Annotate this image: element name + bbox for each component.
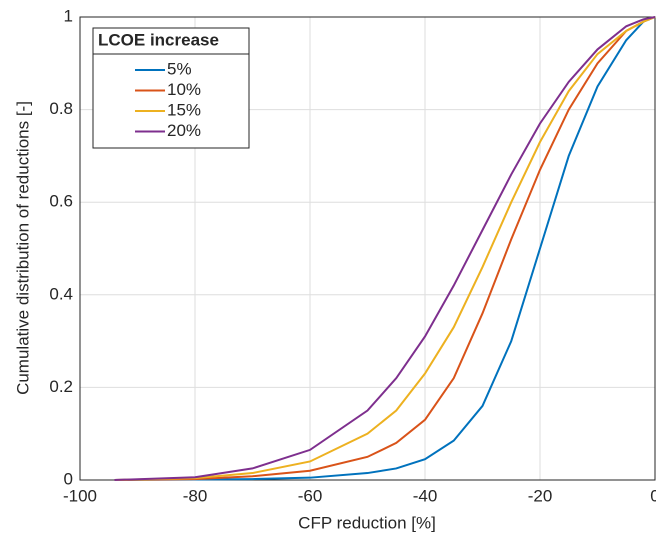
legend-label: 5%	[167, 59, 192, 78]
y-tick-label: 0.4	[49, 284, 73, 303]
x-tick-label: -60	[298, 486, 323, 505]
x-tick-label: -20	[528, 486, 553, 505]
legend-title: LCOE increase	[98, 30, 219, 49]
x-tick-label: -100	[63, 486, 97, 505]
y-tick-label: 1	[64, 6, 73, 25]
legend-label: 15%	[167, 100, 201, 119]
y-tick-label: 0	[64, 469, 73, 488]
x-tick-label: -80	[183, 486, 208, 505]
x-tick-label: 0	[650, 486, 656, 505]
y-axis-label: Cumulative distribution of reductions [-…	[13, 101, 32, 395]
series-line	[114, 16, 656, 481]
y-tick-label: 0.2	[49, 377, 73, 396]
legend-label: 20%	[167, 121, 201, 140]
series-line	[114, 16, 656, 481]
legend-label: 10%	[167, 80, 201, 99]
legend-box	[92, 27, 250, 149]
y-tick-label: 0.6	[49, 192, 73, 211]
axes-box	[79, 16, 656, 481]
y-tick-label: 0.8	[49, 99, 73, 118]
x-tick-label: -40	[413, 486, 438, 505]
x-axis-label: CFP reduction [%]	[298, 513, 436, 532]
series-line	[114, 16, 656, 481]
series-line	[114, 16, 656, 481]
